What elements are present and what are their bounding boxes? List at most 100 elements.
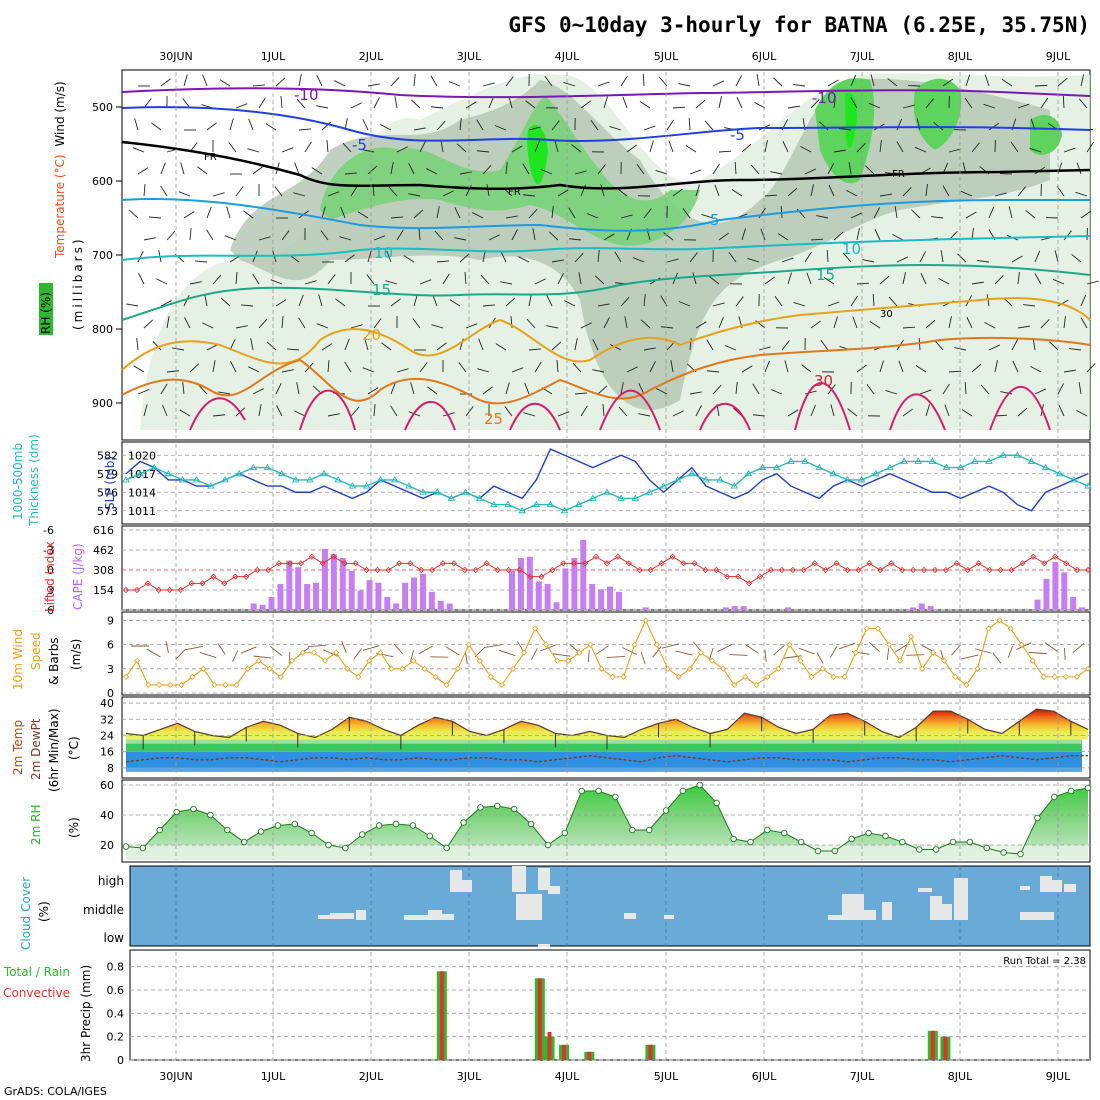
wind-barb	[925, 319, 936, 329]
wind-barb	[609, 126, 622, 131]
wind-barb	[1000, 391, 1013, 395]
wind-barb	[212, 414, 225, 417]
cape-bar	[259, 604, 266, 610]
wind-barb	[810, 238, 824, 241]
wind-speed-point	[963, 681, 970, 689]
wind-barb	[166, 230, 176, 241]
wind-speed-point	[863, 625, 870, 632]
thickness-point	[857, 476, 866, 483]
wind-barb	[902, 326, 916, 329]
rh-point	[747, 838, 754, 846]
wind-barb	[183, 211, 195, 219]
date-tick-label: 3JUL	[457, 1070, 482, 1083]
wind-barb	[879, 360, 884, 373]
li-point	[472, 566, 479, 574]
thickness-point	[787, 457, 795, 464]
wind-barb	[240, 646, 257, 654]
thickness-point	[871, 469, 880, 477]
wind-barb	[960, 190, 973, 197]
isotherm-label: 10	[842, 240, 861, 258]
cloud-block	[624, 913, 636, 919]
wind-barb	[992, 652, 1002, 664]
cloud-block	[918, 888, 932, 892]
wind-barb	[764, 194, 778, 197]
wind-barb	[666, 258, 679, 263]
wind-barb	[773, 644, 785, 656]
wind-barb	[1001, 78, 1013, 87]
wind-barb	[128, 209, 139, 219]
wind-barb	[341, 641, 347, 653]
isotherm-10	[121, 235, 1091, 261]
li-point	[702, 566, 709, 574]
li-point	[188, 580, 195, 587]
li-point	[910, 566, 917, 574]
wind-barb	[1017, 407, 1028, 417]
wind-barb	[511, 145, 523, 153]
wind-barb	[1011, 255, 1023, 263]
isotherm-label: 15	[816, 266, 835, 284]
cape-bar	[384, 597, 391, 610]
wind-barb	[948, 148, 961, 153]
date-tick-label: 30JUN	[159, 1070, 193, 1083]
rh-point	[122, 843, 130, 850]
wind-barb	[269, 646, 283, 656]
wind-barb	[626, 366, 638, 373]
chart-title: GFS 0~10day 3-hourly for BATNA (6.25E, 3…	[508, 13, 1090, 37]
wind-barb	[856, 282, 870, 285]
wind-barb	[298, 74, 302, 87]
wind-barb	[160, 300, 172, 307]
rh-tick-label: 20	[100, 839, 114, 852]
li-point	[144, 580, 151, 587]
wind-barb	[764, 276, 775, 285]
wind-barb	[580, 100, 591, 109]
li-point	[953, 560, 960, 567]
wind-barb	[275, 383, 282, 395]
isotherm-5	[121, 198, 1090, 232]
rh-point	[375, 822, 383, 829]
cape-bar	[526, 556, 533, 610]
wind-barb	[396, 229, 404, 241]
temp-tick-label: 16	[100, 746, 114, 759]
wind-speed-point	[919, 665, 926, 672]
wind-barb	[316, 323, 329, 329]
freezing-label: FR	[204, 152, 217, 163]
li-point	[582, 560, 589, 567]
wind-barb	[672, 106, 686, 109]
wind-speed-point	[896, 657, 904, 664]
wind-barb	[704, 120, 714, 131]
wind-barb	[830, 404, 835, 417]
wind-barb	[419, 362, 428, 373]
thickness-point	[306, 476, 314, 483]
wind-speed-point	[266, 665, 273, 672]
wind-speed-point	[233, 681, 240, 689]
wind-speed-point	[576, 649, 583, 656]
wind-barb	[440, 140, 444, 153]
wind-barb	[902, 104, 915, 109]
cape-tick-label: 616	[93, 524, 114, 537]
wind-speed-point	[908, 633, 915, 640]
wind-speed-point	[554, 657, 561, 664]
li-point	[396, 560, 403, 567]
wind-speed-point	[797, 657, 804, 664]
wind-barb	[642, 73, 645, 87]
cloud-block	[864, 910, 876, 920]
wind-barb	[1044, 642, 1058, 652]
wind-barb	[528, 294, 532, 307]
wind-speed-point	[996, 617, 1003, 624]
wind-barb	[678, 301, 691, 307]
wind-barb	[902, 187, 912, 197]
thickness-point	[829, 469, 838, 477]
rh-area	[126, 785, 1088, 860]
wind-barb	[316, 75, 323, 87]
wind-barb	[486, 184, 490, 197]
wind-barb	[410, 382, 415, 395]
wind-barb	[350, 102, 362, 109]
wind-barb	[146, 648, 161, 658]
li-point	[647, 566, 654, 574]
rh-point	[173, 808, 180, 816]
wind-barb	[888, 296, 898, 307]
wind-barb	[296, 98, 306, 109]
thickness-point	[504, 500, 512, 508]
cape-bar	[918, 603, 925, 610]
wind-barb	[868, 102, 881, 109]
